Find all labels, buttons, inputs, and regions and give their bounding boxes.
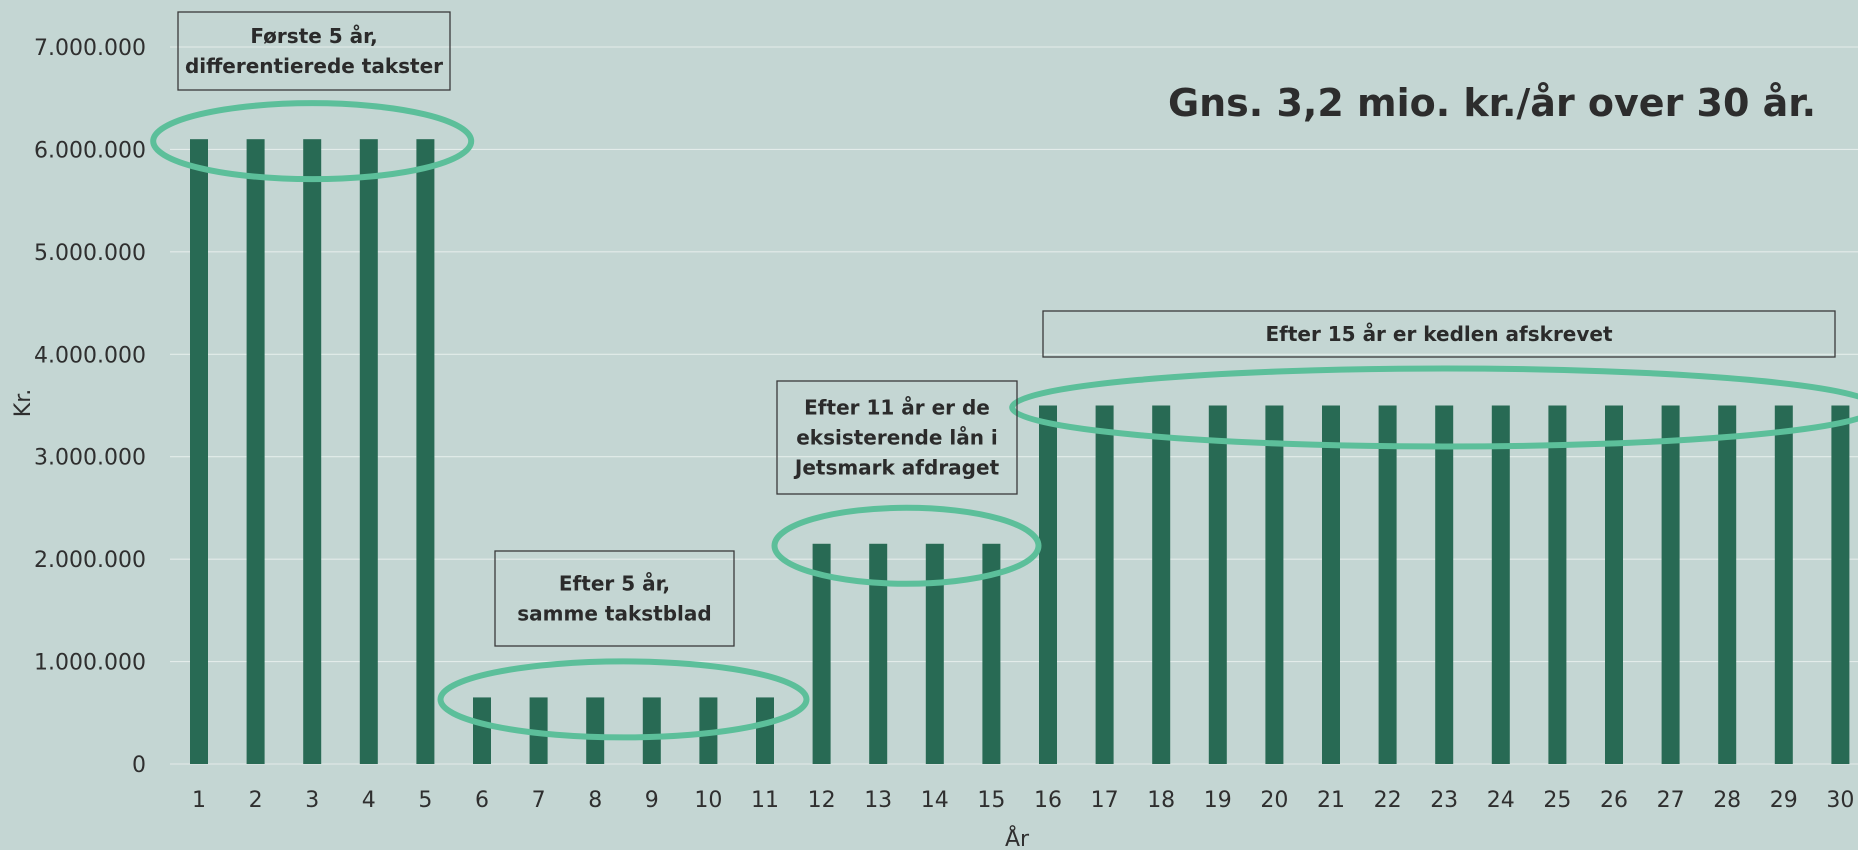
highlight-ellipse: [771, 504, 1042, 587]
x-tick-label: 3: [305, 788, 319, 813]
highlight-ellipses: [150, 100, 1858, 741]
bar: [473, 697, 491, 764]
x-tick-label: 24: [1487, 788, 1515, 813]
bar: [925, 543, 944, 764]
bar: [1208, 405, 1227, 764]
x-tick-label: 11: [751, 788, 779, 813]
bar: [1661, 405, 1680, 764]
annotation-text: Første 5 år,: [250, 24, 377, 48]
highlight-ellipse: [437, 658, 810, 741]
annotation-box: [1042, 310, 1836, 358]
y-tick-label: 1.000.000: [34, 651, 146, 676]
bar: [586, 697, 605, 764]
x-tick-label: 9: [645, 788, 659, 813]
x-tick-label: 21: [1317, 788, 1345, 813]
bar: [1605, 405, 1623, 764]
annotation-text: eksisterende lån i: [796, 426, 998, 450]
x-tick-label: 19: [1204, 788, 1232, 813]
annotation-text: Efter 11 år er de: [804, 396, 990, 420]
y-tick-label: 5.000.000: [34, 241, 146, 266]
x-tick-label: 4: [362, 788, 376, 813]
bar: [246, 139, 265, 764]
annotation-text: Efter 5 år,: [559, 572, 670, 596]
bar: [190, 139, 208, 764]
y-tick-label: 0: [132, 753, 146, 778]
x-tick-label: 20: [1260, 788, 1288, 813]
highlight-ellipse: [150, 100, 475, 183]
average-headline: Gns. 3,2 mio. kr./år over 30 år.: [1168, 81, 1816, 125]
bar: [1831, 405, 1850, 764]
annotation-box: [494, 550, 735, 647]
highlight-ellipse: [1009, 365, 1858, 450]
annotation-text: Jetsmark afdraget: [793, 456, 1000, 480]
annotation-text: differentierede takster: [185, 54, 443, 78]
x-tick-label: 13: [864, 788, 892, 813]
bar: [1095, 405, 1114, 764]
x-tick-label: 7: [532, 788, 546, 813]
x-tick-label: 17: [1091, 788, 1119, 813]
x-tick-label: 25: [1543, 788, 1571, 813]
bar: [1774, 405, 1793, 764]
bar: [812, 543, 831, 764]
y-tick-label: 7.000.000: [34, 36, 146, 61]
x-tick-label: 29: [1770, 788, 1798, 813]
x-tick-label: 16: [1034, 788, 1062, 813]
annotation-box: [177, 11, 451, 91]
x-tick-label: 26: [1600, 788, 1628, 813]
x-axis-label: År: [1005, 825, 1030, 850]
annotation-box: [776, 380, 1018, 495]
x-tick-label: 27: [1657, 788, 1685, 813]
bar: [982, 543, 1001, 764]
x-tick-label: 14: [921, 788, 949, 813]
bar: [1378, 405, 1397, 764]
annotation-boxes: Første 5 år, differentierede takster Efter…: [177, 11, 1836, 647]
bar: [1265, 405, 1284, 764]
bar: [303, 139, 322, 764]
bar: [1152, 405, 1171, 764]
y-tick-label: 6.000.000: [34, 138, 146, 163]
x-tick-label: 6: [475, 788, 489, 813]
gridlines: [170, 46, 1858, 765]
y-axis-label: Kr.: [11, 389, 36, 417]
bar: [359, 139, 378, 764]
bar: [1435, 405, 1454, 764]
bar: [1491, 405, 1510, 764]
x-tick-label: 12: [808, 788, 836, 813]
x-tick-label: 30: [1826, 788, 1854, 813]
x-tick-label: 23: [1430, 788, 1458, 813]
bar: [416, 139, 435, 764]
bar: [1322, 405, 1340, 764]
x-tick-label: 5: [418, 788, 432, 813]
bar: [1718, 405, 1737, 764]
bar: [1548, 405, 1567, 764]
x-tick-label: 18: [1147, 788, 1175, 813]
x-tick-label: 2: [249, 788, 263, 813]
bar: [869, 543, 888, 764]
y-tick-label: 3.000.000: [34, 446, 146, 471]
bar: [642, 697, 661, 764]
bar: [756, 697, 774, 764]
bar: [1039, 405, 1057, 764]
x-tick-label: 28: [1713, 788, 1741, 813]
x-axis-ticks: 1 2 3 4 5 6 7 8 9 10 11 12 13 14 15 16 17 18 19 20 21 22 23 24 2…: [192, 788, 1854, 813]
x-tick-label: 15: [977, 788, 1005, 813]
x-tick-label: 10: [694, 788, 722, 813]
x-tick-label: 22: [1374, 788, 1402, 813]
annotation-text: samme takstblad: [517, 602, 711, 626]
y-tick-label: 2.000.000: [34, 548, 146, 573]
y-axis-ticks: 0 1.000.000 2.000.000 3.000.000 4.000.000 5.0…: [34, 36, 146, 778]
x-tick-label: 8: [588, 788, 602, 813]
x-tick-label: 1: [192, 788, 206, 813]
bars: [190, 139, 1850, 764]
annotation-text: Efter 15 år er kedlen afskrevet: [1265, 322, 1613, 346]
y-tick-label: 4.000.000: [34, 343, 146, 368]
